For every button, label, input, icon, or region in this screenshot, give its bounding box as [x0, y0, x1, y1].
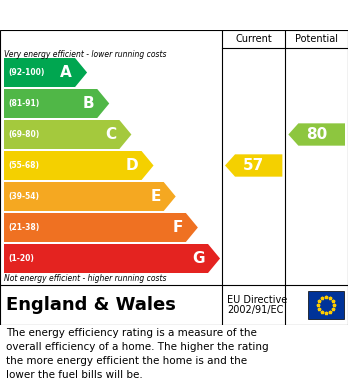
Text: G: G — [192, 251, 205, 266]
Text: A: A — [60, 65, 72, 80]
Polygon shape — [4, 89, 109, 118]
Text: England & Wales: England & Wales — [6, 296, 176, 314]
Text: (55-68): (55-68) — [8, 161, 39, 170]
Text: 57: 57 — [243, 158, 264, 173]
Text: E: E — [150, 189, 161, 204]
Polygon shape — [288, 123, 345, 146]
Text: 80: 80 — [306, 127, 327, 142]
Text: (39-54): (39-54) — [8, 192, 39, 201]
Polygon shape — [4, 182, 176, 211]
Text: EU Directive: EU Directive — [227, 295, 287, 305]
Polygon shape — [4, 244, 220, 273]
Text: C: C — [105, 127, 116, 142]
Text: (21-38): (21-38) — [8, 223, 39, 232]
Text: 2002/91/EC: 2002/91/EC — [227, 305, 283, 315]
Text: B: B — [82, 96, 94, 111]
Text: Potential: Potential — [295, 34, 338, 44]
Polygon shape — [4, 120, 132, 149]
Text: Current: Current — [235, 34, 272, 44]
Polygon shape — [4, 151, 153, 180]
Text: (81-91): (81-91) — [8, 99, 39, 108]
Text: Not energy efficient - higher running costs: Not energy efficient - higher running co… — [4, 274, 166, 283]
Text: (1-20): (1-20) — [8, 254, 34, 263]
Text: The energy efficiency rating is a measure of the
overall efficiency of a home. T: The energy efficiency rating is a measur… — [6, 328, 269, 380]
Text: (92-100): (92-100) — [8, 68, 45, 77]
Text: D: D — [126, 158, 139, 173]
Polygon shape — [225, 154, 282, 177]
Text: F: F — [173, 220, 183, 235]
Text: Very energy efficient - lower running costs: Very energy efficient - lower running co… — [4, 50, 166, 59]
Polygon shape — [4, 213, 198, 242]
Text: (69-80): (69-80) — [8, 130, 39, 139]
Text: Energy Efficiency Rating: Energy Efficiency Rating — [10, 7, 231, 23]
Bar — [308, 291, 344, 319]
Polygon shape — [4, 58, 87, 87]
